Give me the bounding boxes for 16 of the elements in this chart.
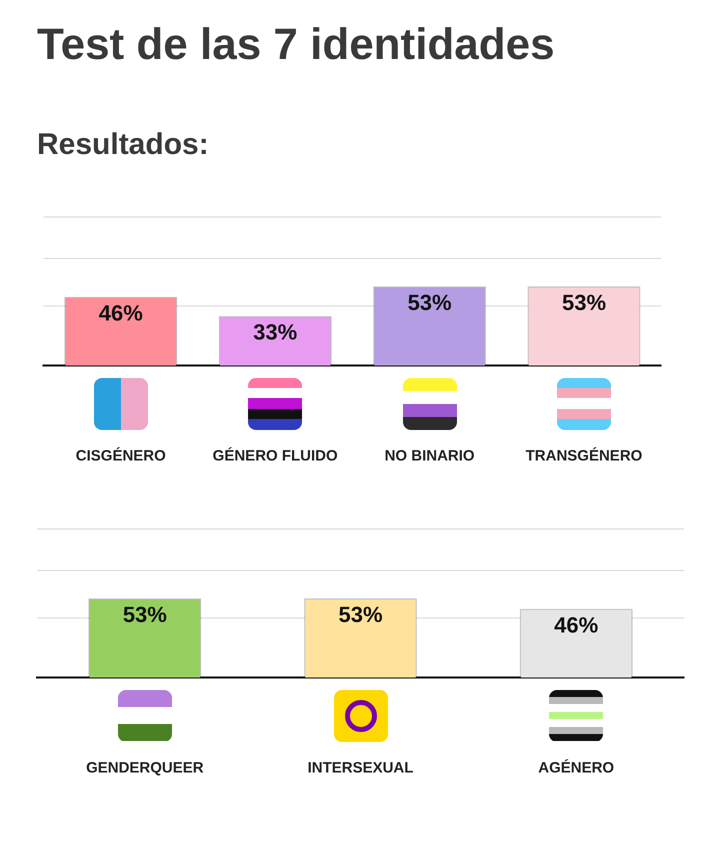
data-label: 46% — [554, 612, 598, 638]
data-label: 46% — [98, 300, 143, 326]
data-label: 53% — [338, 602, 383, 627]
data-label: 53% — [122, 602, 167, 627]
x-tick-label: AGÉNERO — [538, 758, 614, 777]
x-tick-label: CISGÉNERO — [76, 446, 166, 465]
data-label: 53% — [562, 290, 606, 315]
data-label: 33% — [253, 320, 298, 345]
x-tick-label: NO BINARIO — [384, 448, 475, 465]
x-tick-label: GÉNERO FLUIDO — [212, 446, 338, 465]
chart-title: Test de las 7 identidades — [37, 20, 555, 70]
x-tick-label: INTERSEXUAL — [308, 760, 414, 777]
data-label: 53% — [408, 290, 452, 315]
x-tick-label: TRANSGÉNERO — [526, 446, 643, 465]
x-tick-label: GENDERQUEER — [86, 760, 204, 777]
chart-subtitle: Resultados: — [37, 128, 209, 162]
